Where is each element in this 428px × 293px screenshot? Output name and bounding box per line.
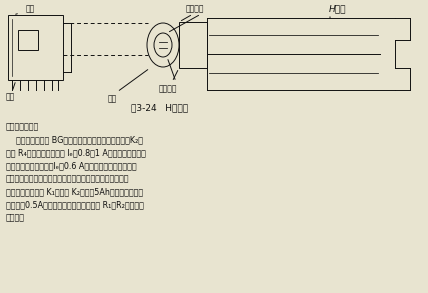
Text: 管脚: 管脚 [6, 92, 15, 101]
Text: 焊在一起: 焊在一起 [186, 4, 204, 13]
Text: 消失，灯管正常发光，Iₑ约0.6 A。充电部分只要检查一下: 消失，灯管正常发光，Iₑ约0.6 A。充电部分只要检查一下 [6, 161, 137, 170]
Text: 调整 R₄，灯管正常起辉时 Iₑ约0.8～1 A。起辉后桔红色即: 调整 R₄，灯管正常起辉时 Iₑ约0.8～1 A。起辉后桔红色即 [6, 148, 146, 157]
Text: 充电电流是否为蓄电池容量的十分之一左右，用电流表串在: 充电电流是否为蓄电池容量的十分之一左右，用电流表串在 [6, 174, 130, 183]
Text: 管座: 管座 [26, 4, 35, 13]
Text: 电流应为0.5A左右，如相差甚远，可调整 R₁或R₂，使合符: 电流应为0.5A左右，如相差甚远，可调整 R₁或R₂，使合符 [6, 200, 144, 209]
Text: 要有一定空间。: 要有一定空间。 [6, 122, 39, 131]
Text: H灯管: H灯管 [329, 4, 347, 13]
Text: 蓄电池组中，合上 K₁，断开 K₂，若用5Ah的蓄电池，充电: 蓄电池组中，合上 K₁，断开 K₂，若用5Ah的蓄电池，充电 [6, 187, 143, 196]
Text: 剪去: 剪去 [107, 94, 116, 103]
Text: 焊在一起: 焊在一起 [159, 84, 177, 93]
Text: 图3-24   H灯改制: 图3-24 H灯改制 [131, 103, 189, 113]
Text: 要求之。: 要求之。 [6, 213, 25, 222]
Text: 调试：在晶体管 BG集电极回路里串联电流表，合上K₂，: 调试：在晶体管 BG集电极回路里串联电流表，合上K₂， [6, 135, 143, 144]
